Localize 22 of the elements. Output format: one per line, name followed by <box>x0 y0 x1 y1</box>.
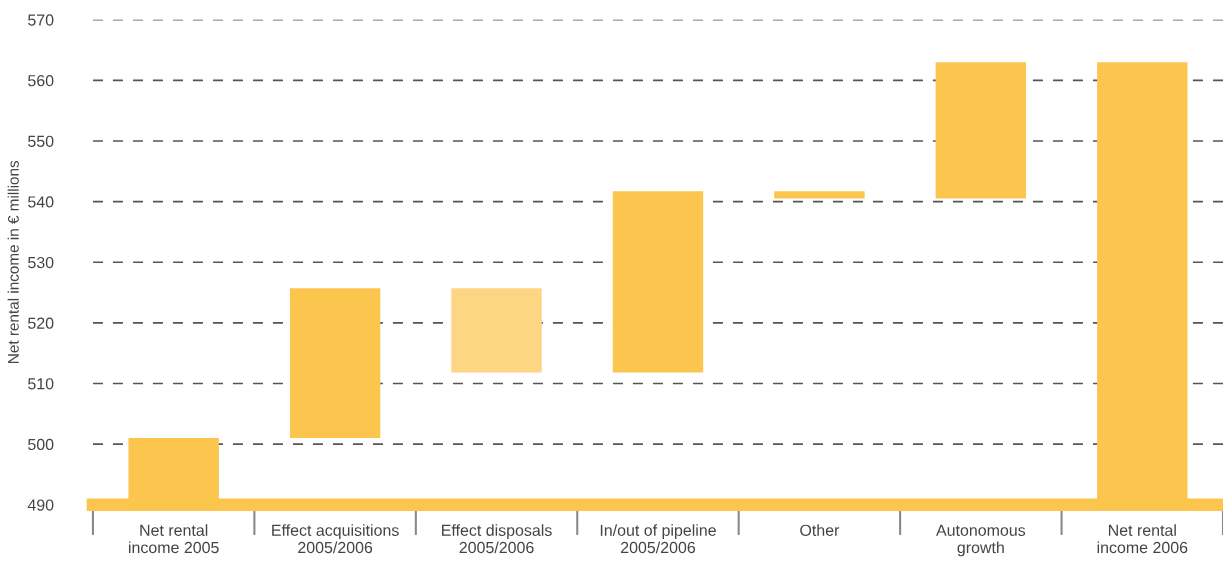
x-tick-label: Effect disposals 2005/2006 <box>442 524 552 554</box>
bar <box>774 191 865 199</box>
x-tick-label: Autonomous growth <box>936 524 1026 557</box>
y-tick-label: 570 <box>28 14 54 26</box>
y-tick-label: 510 <box>28 378 54 390</box>
y-axis-title: Net rental income in € millions <box>7 160 19 363</box>
y-tick-label: 530 <box>28 256 54 269</box>
y-tick-label: 500 <box>28 438 54 451</box>
y-tick-label: 540 <box>28 196 54 208</box>
y-tick-label: 550 <box>28 135 54 147</box>
x-tick-label: Net rental income 2005 <box>129 524 219 554</box>
bar <box>612 191 704 373</box>
bar <box>451 288 542 373</box>
y-tick-label: 520 <box>28 317 54 329</box>
x-tick-label: Effect acquisitions 2005/2006 <box>272 524 399 554</box>
y-tick-label: 490 <box>27 499 54 511</box>
x-tick-label: Net rental income 2006 <box>1097 524 1188 554</box>
bar <box>935 62 1027 199</box>
bar <box>289 288 381 439</box>
x-tick-label: In/out of pipeline 2005/2006 <box>600 524 716 554</box>
y-tick-label: 560 <box>28 75 54 87</box>
x-tick-label: Other <box>800 524 840 536</box>
